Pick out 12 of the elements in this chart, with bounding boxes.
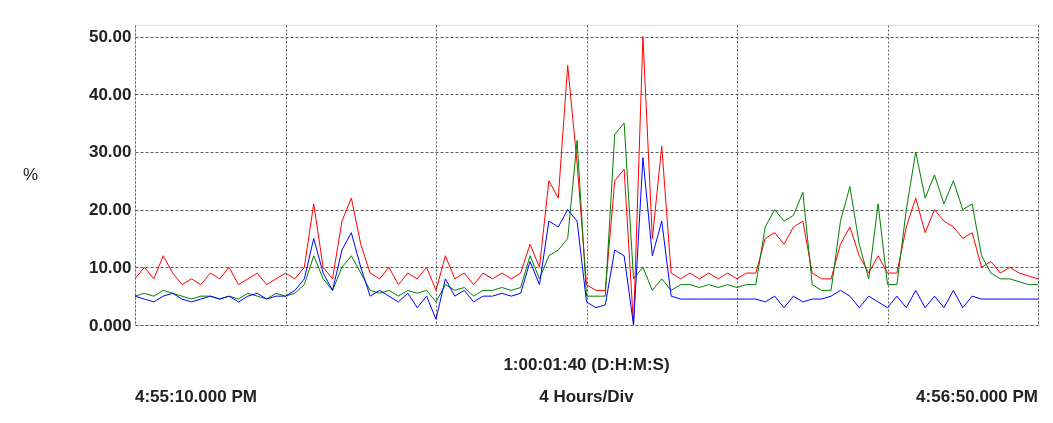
- y-tick-label: 50.00: [88, 27, 132, 47]
- y-tick-label: 30.00: [88, 142, 132, 162]
- line-series: [135, 122, 1038, 303]
- y-tick-label: 0.000: [88, 315, 132, 335]
- text: 4:56:50.000 PM: [916, 387, 1038, 406]
- y-axis-title: %: [23, 165, 39, 184]
- text: 1:00:01:40 (D:H:M:S): [503, 355, 670, 374]
- y-tick-label: 20.00: [88, 200, 132, 220]
- y-tick-label: 40.00: [88, 84, 132, 104]
- y-tick-label: 10.00: [88, 257, 132, 277]
- text: 4 Hours/Div: [539, 387, 635, 406]
- text: 4:55:10.000 PM: [135, 387, 257, 406]
